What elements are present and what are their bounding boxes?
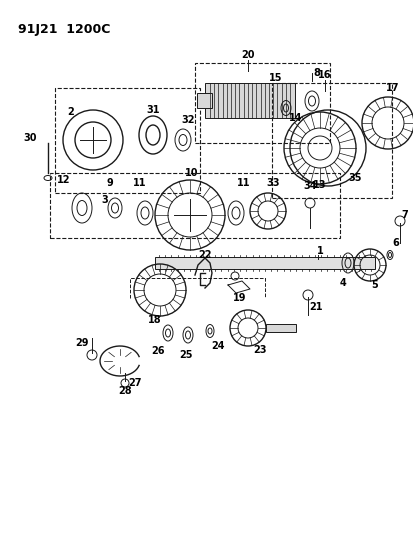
Text: 32: 32 [181,115,194,125]
Text: 1: 1 [316,246,323,256]
Text: 11: 11 [133,178,146,188]
Text: 11: 11 [237,178,250,188]
Text: 24: 24 [211,341,224,351]
Text: 18: 18 [148,315,161,325]
Bar [154,257,374,269]
Text: 8: 8 [313,68,320,78]
Text: 4: 4 [339,278,346,288]
Text: 26: 26 [151,346,164,356]
Text: 3: 3 [101,195,108,205]
Text: 10: 10 [185,168,198,178]
Bar [204,83,294,118]
Text: 19: 19 [233,293,246,303]
Bar [197,93,211,108]
Bar [55,88,199,193]
Text: 34: 34 [302,181,316,191]
Text: 91J21  1200C: 91J21 1200C [18,23,110,36]
Bar [50,173,339,238]
Text: 6: 6 [392,238,399,248]
Text: 35: 35 [347,173,361,183]
Bar [195,63,329,143]
Text: 12: 12 [57,175,71,185]
Text: 22: 22 [198,250,211,260]
Text: 5: 5 [371,280,377,290]
Text: 2: 2 [67,107,74,117]
Text: 21: 21 [309,302,322,312]
Text: 33: 33 [266,178,279,188]
Text: 28: 28 [118,386,131,396]
Text: 30: 30 [23,133,37,143]
Text: 20: 20 [241,50,254,60]
Text: 14: 14 [289,113,302,123]
Text: 15: 15 [268,73,282,83]
Text: 25: 25 [179,350,192,360]
Text: 16: 16 [318,70,331,80]
Bar [271,83,391,198]
Text: 29: 29 [75,338,88,348]
Text: 23: 23 [253,345,266,355]
Bar [266,324,295,332]
Text: 9: 9 [107,178,113,188]
Text: 31: 31 [146,105,159,115]
Text: 7: 7 [401,210,407,220]
Text: 13: 13 [313,180,326,190]
Text: 27: 27 [128,378,141,388]
Text: 17: 17 [385,83,399,93]
